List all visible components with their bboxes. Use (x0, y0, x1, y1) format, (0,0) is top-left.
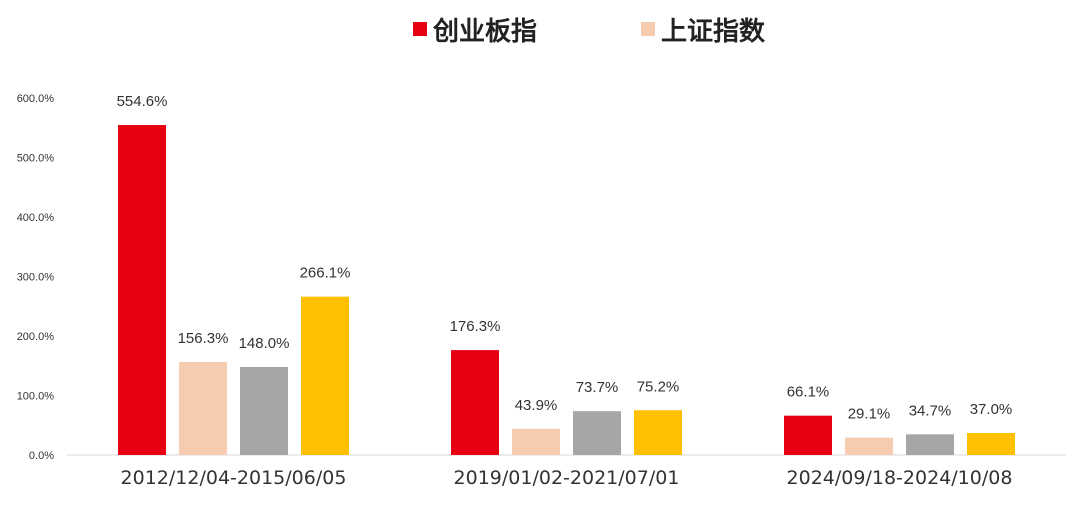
bar-series-2-category-2 (906, 434, 954, 455)
y-tick-label: 0.0% (29, 450, 54, 462)
data-label: 37.0% (970, 401, 1013, 418)
data-label: 66.1% (787, 384, 830, 401)
x-category-label: 2019/01/02-2021/07/01 (454, 467, 680, 489)
legend-swatch-series-1 (641, 22, 655, 36)
bar-series-1-category-1 (512, 428, 560, 455)
y-tick-label: 500.0% (17, 153, 55, 165)
data-label: 75.2% (637, 378, 680, 395)
legend-swatch-series-0 (413, 22, 427, 36)
y-tick-label: 300.0% (17, 272, 55, 284)
data-label: 29.1% (848, 406, 891, 423)
bar-series-1-category-0 (179, 362, 227, 455)
bar-series-0-category-1 (451, 350, 499, 455)
y-tick-label: 400.0% (17, 212, 55, 224)
data-label: 43.9% (515, 397, 558, 414)
bar-series-3-category-0 (301, 296, 349, 455)
data-labels: 554.6% 156.3% 148.0% 266.1% 176.3% 43.9% 73.7%… (117, 93, 1013, 423)
legend: 创业板指 上证指数 (413, 17, 766, 47)
y-tick-label: 200.0% (17, 331, 55, 343)
x-category-label: 2024/09/18-2024/10/08 (787, 467, 1013, 489)
bar-series-0-category-0 (118, 125, 166, 455)
y-tick-label: 100.0% (17, 391, 55, 403)
bar-series-3-category-2 (967, 432, 1015, 455)
bar-series-2-category-1 (573, 411, 621, 455)
bars (118, 125, 1015, 455)
bar-series-0-category-2 (784, 415, 832, 455)
bar-series-1-category-2 (845, 437, 893, 455)
data-label: 266.1% (300, 265, 351, 282)
x-axis: 2012/12/04-2015/06/05 2019/01/02-2021/07/… (121, 467, 1013, 489)
x-category-label: 2012/12/04-2015/06/05 (121, 467, 347, 489)
y-axis: 0.0% 100.0% 200.0% 300.0% 400.0% 500.0% 600.0% (17, 93, 55, 462)
data-label: 148.0% (239, 335, 290, 352)
legend-label-series-1: 上证指数 (661, 17, 766, 47)
data-label: 554.6% (117, 93, 168, 110)
bar-series-2-category-0 (240, 366, 288, 455)
y-tick-label: 600.0% (17, 93, 55, 105)
data-label: 73.7% (576, 379, 619, 396)
legend-label-series-0: 创业板指 (432, 17, 537, 47)
data-label: 156.3% (178, 330, 229, 347)
data-label: 34.7% (909, 402, 952, 419)
data-label: 176.3% (450, 318, 501, 335)
bar-series-3-category-1 (634, 410, 682, 455)
